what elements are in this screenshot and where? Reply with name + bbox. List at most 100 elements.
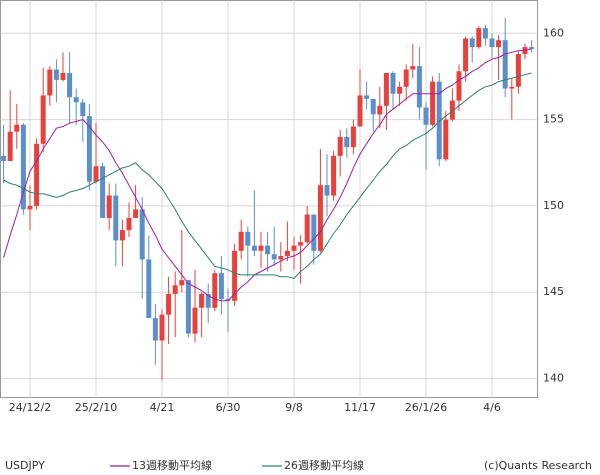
candle-body — [377, 105, 383, 115]
candle-body — [337, 136, 343, 156]
candle-body — [212, 273, 218, 308]
candle-body — [225, 299, 231, 301]
candle-body — [456, 71, 462, 101]
y-tick-label: 140 — [543, 372, 564, 385]
x-tick-label: 25/2/10 — [75, 401, 117, 414]
y-tick-label: 155 — [543, 113, 564, 126]
plot-frame — [0, 0, 538, 398]
candle-body — [390, 72, 396, 94]
candle-body — [86, 116, 92, 182]
x-tick-label: 9/8 — [285, 401, 303, 414]
candle-body — [20, 124, 26, 210]
candle-body — [133, 209, 139, 218]
candle-body — [106, 195, 112, 218]
candle-body — [436, 81, 442, 160]
candle-body — [397, 86, 403, 94]
candle-body — [403, 69, 409, 87]
candle-body — [14, 124, 20, 132]
candle-body — [410, 66, 416, 70]
candle-body — [509, 86, 515, 89]
candle-body — [205, 293, 211, 308]
candle-body — [159, 314, 165, 341]
candle-body — [416, 66, 422, 108]
candle-body — [119, 230, 125, 241]
candle-body — [344, 136, 350, 148]
candle-body — [529, 47, 535, 49]
x-tick-label: 24/12/2 — [9, 401, 51, 414]
candle-body — [238, 231, 244, 251]
candle-body — [324, 185, 330, 196]
candle-body — [67, 72, 73, 98]
candle-body — [93, 166, 99, 182]
candle-body — [317, 185, 323, 251]
candle-body — [172, 285, 178, 294]
candle-body — [298, 242, 304, 246]
candle-body — [350, 126, 356, 148]
candle-body — [265, 245, 271, 255]
candle-body — [469, 38, 475, 48]
candle-body — [251, 245, 257, 251]
candle-body — [304, 214, 310, 243]
candle-body — [7, 131, 13, 162]
candle-body — [34, 143, 40, 206]
candle-body — [271, 254, 277, 260]
candle-body — [126, 217, 132, 231]
candle-body — [113, 195, 119, 241]
candle-body — [80, 102, 86, 117]
candle-body — [489, 38, 495, 48]
y-tick-label: 145 — [543, 285, 564, 298]
candle-body — [60, 72, 66, 80]
candle-body — [40, 95, 46, 144]
candle-body — [291, 245, 297, 251]
candle-body — [284, 250, 290, 256]
candle-body — [139, 209, 145, 260]
y-tick-label: 150 — [543, 199, 564, 212]
x-tick-label: 26/1/26 — [405, 401, 447, 414]
candle-body — [502, 40, 508, 89]
candle-body — [357, 95, 363, 127]
candle-body — [383, 72, 389, 106]
legend-label: 26週移動平均線 — [284, 458, 364, 472]
candle-body — [476, 28, 482, 48]
candle-body — [185, 280, 191, 334]
candle-body — [443, 119, 449, 160]
moving-average-line — [3, 48, 532, 302]
candle-body — [1, 155, 7, 162]
legend-label: 13週移動平均線 — [132, 458, 212, 472]
candle-body — [515, 54, 521, 87]
candle-body — [482, 28, 488, 39]
candle-body — [430, 81, 436, 125]
candle-body — [463, 38, 469, 72]
candle-body — [370, 98, 376, 115]
candle-body — [423, 107, 429, 125]
candle-body — [496, 40, 502, 48]
candle-body — [100, 166, 106, 218]
candle-body — [331, 155, 337, 196]
candle-body — [27, 205, 33, 210]
credit: (c)Quants Research — [484, 459, 592, 472]
candle-body — [53, 69, 59, 80]
candle-body — [258, 245, 264, 251]
candle-body — [311, 214, 317, 251]
candle-body — [232, 250, 238, 301]
candle-body — [73, 97, 79, 103]
candle-body — [47, 69, 53, 96]
moving-average-line — [3, 72, 532, 279]
candle-body — [179, 280, 185, 286]
candle-body — [218, 273, 224, 300]
x-tick-label: 4/21 — [150, 401, 175, 414]
candle-body — [278, 255, 284, 260]
candle-body — [364, 95, 370, 99]
candle-body — [192, 307, 198, 334]
x-tick-label: 6/30 — [216, 401, 241, 414]
y-tick-label: 160 — [543, 26, 564, 39]
x-tick-label: 4/6 — [483, 401, 501, 414]
symbol: USDJPY — [5, 459, 45, 472]
x-tick-label: 11/17 — [344, 401, 376, 414]
candle-body — [449, 100, 455, 120]
candle-body — [152, 318, 158, 341]
candle-body — [146, 259, 152, 319]
candle-body — [166, 293, 172, 315]
candle-body — [245, 231, 251, 246]
